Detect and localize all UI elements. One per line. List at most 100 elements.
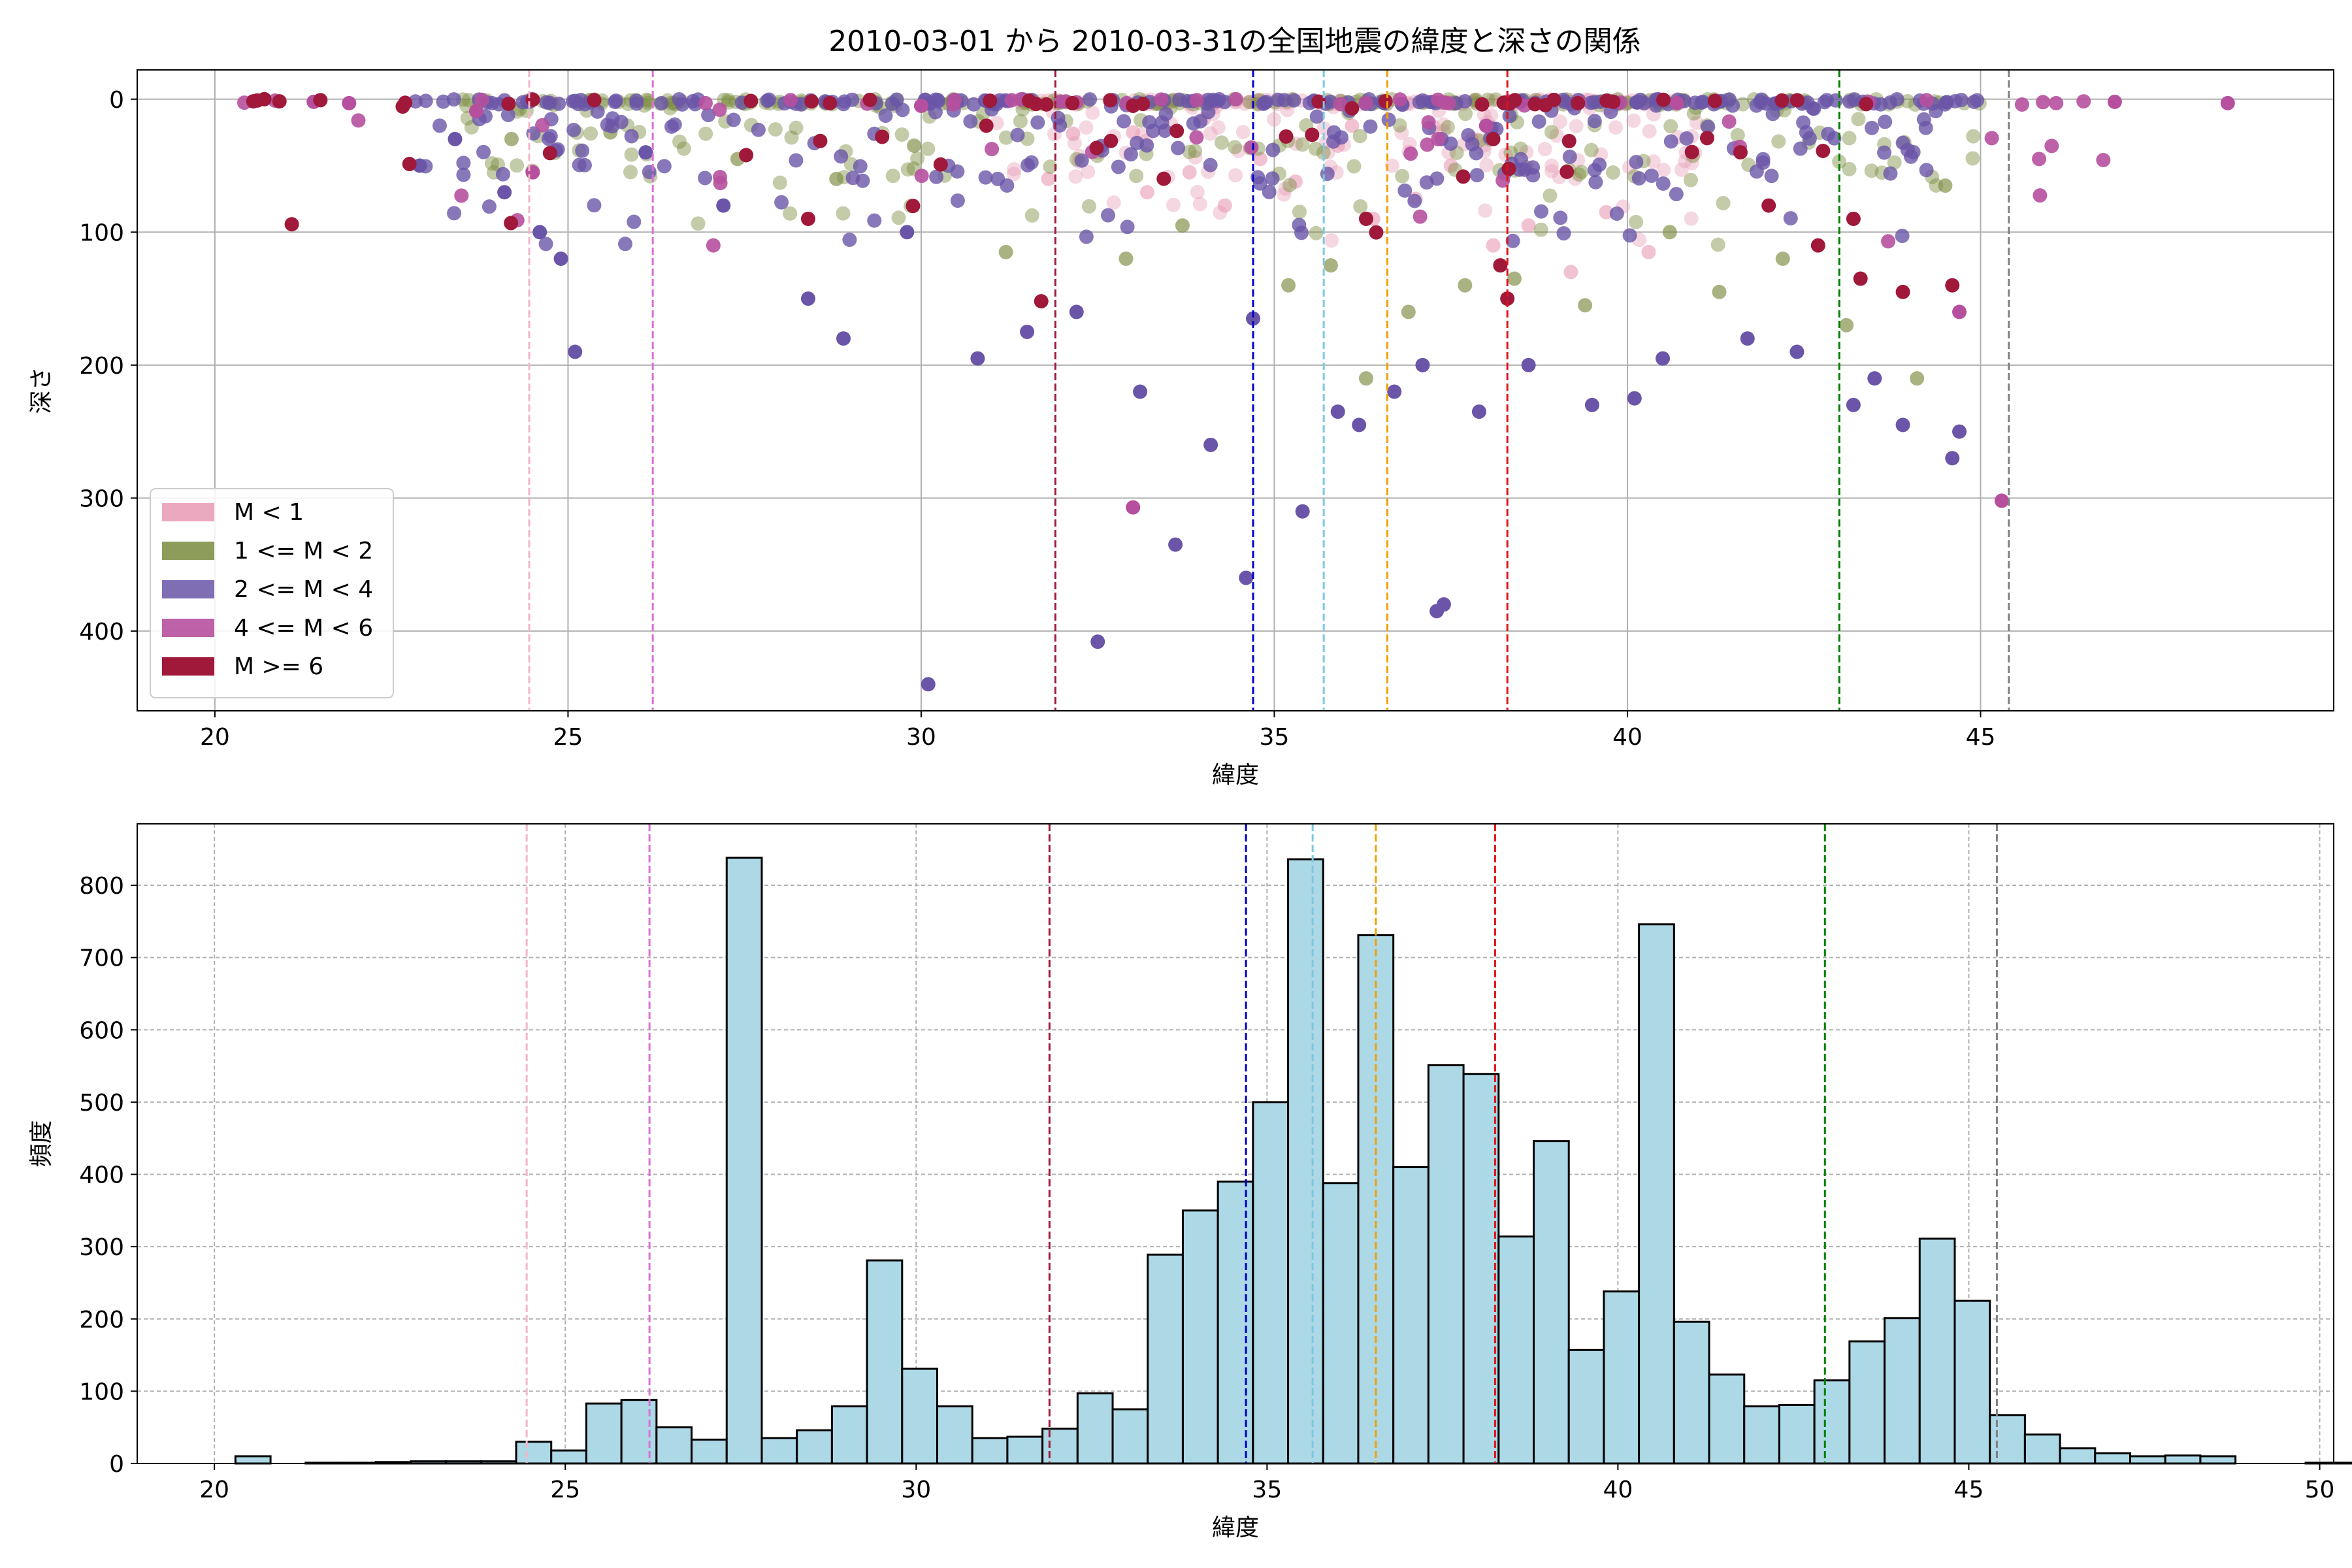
scatter-point: [1859, 97, 1874, 112]
scatter-point: [875, 129, 890, 144]
scatter-points: [237, 91, 2235, 692]
scatter-point: [978, 170, 993, 185]
scatter-point: [783, 206, 798, 221]
scatter-point: [1965, 151, 1980, 166]
scatter-point: [1867, 371, 1882, 386]
histogram-bar: [1076, 1392, 1114, 1465]
scatter-point: [1827, 131, 1842, 146]
scatter-point: [1774, 93, 1789, 108]
scatter-point: [1103, 133, 1119, 148]
scatter-point: [836, 97, 851, 112]
scatter-point: [1295, 504, 1310, 519]
scatter-point: [1562, 149, 1577, 164]
histogram-bar: [234, 1455, 272, 1465]
scatter-point: [538, 237, 553, 252]
scatter-point: [1609, 206, 1624, 221]
scatter-point: [1877, 145, 1892, 160]
scatter-point: [1203, 157, 1218, 172]
scatter-point: [1881, 234, 1896, 249]
scatter-point: [1546, 92, 1561, 107]
scatter-point: [1013, 114, 1028, 129]
scatter-point: [985, 142, 1000, 157]
scatter-point: [842, 232, 857, 247]
scatter-point: [1139, 185, 1154, 200]
scatter-point: [1440, 120, 1455, 135]
scatter-point: [1710, 237, 1725, 252]
scatter-point: [1895, 229, 1910, 244]
scatter-point: [1644, 168, 1659, 183]
scatter-point: [1043, 159, 1058, 174]
scatter-point: [2032, 152, 2047, 167]
scatter-point: [906, 199, 921, 214]
scatter-point: [1663, 134, 1678, 149]
histogram-bar: [901, 1367, 938, 1465]
scatter-point: [1832, 154, 1847, 169]
scatter-y-tick-label: 100: [79, 220, 124, 246]
scatter-point: [461, 93, 476, 108]
scatter-point: [1531, 114, 1546, 129]
scatter-point: [1622, 228, 1637, 243]
scatter-point: [1217, 94, 1232, 109]
scatter-point: [768, 122, 783, 137]
scatter-point: [1686, 106, 1701, 121]
histogram-bar: [2164, 1454, 2202, 1465]
histogram-x-tick-label: 20: [199, 1477, 229, 1503]
scatter-point: [1502, 96, 1517, 111]
scatter-point: [1244, 140, 1259, 155]
histogram-bar: [1848, 1340, 1886, 1465]
scatter-point: [885, 96, 900, 111]
scatter-point: [1436, 597, 1451, 612]
scatter-point: [627, 214, 642, 229]
scatter-point: [891, 210, 906, 225]
scatter-point: [1211, 120, 1226, 135]
scatter-point: [432, 118, 447, 133]
scatter-point: [1521, 218, 1536, 233]
scatter-point: [1278, 181, 1293, 196]
scatter-point: [617, 237, 632, 252]
scatter-point: [853, 159, 868, 174]
scatter-point: [1842, 161, 1857, 176]
scatter-x-tick-label: 45: [1966, 724, 1996, 751]
scatter-point: [1214, 135, 1229, 150]
scatter-x-ticks: 20 25 30 35 40 45: [200, 711, 1995, 751]
histogram-bar: [1884, 1317, 1921, 1465]
scatter-point: [1461, 127, 1476, 142]
scatter-point: [525, 165, 540, 180]
scatter-point: [1203, 126, 1218, 141]
scatter-point: [1478, 118, 1494, 133]
scatter-point: [1544, 164, 1560, 179]
scatter-point: [1771, 134, 1786, 149]
scatter-point: [1020, 324, 1035, 339]
scatter-point: [1500, 291, 1515, 306]
scatter-point: [829, 171, 844, 186]
legend-label: 4 <= M < 6: [234, 615, 373, 642]
scatter-point: [448, 131, 463, 146]
scatter-point: [1663, 119, 1678, 134]
scatter-series-5: [246, 91, 1960, 309]
scatter-point: [1034, 294, 1049, 309]
scatter-point: [1799, 125, 1814, 140]
scatter-point: [590, 104, 605, 119]
histogram-bar: [1111, 1408, 1149, 1465]
scatter-point: [1895, 417, 1910, 433]
scatter-point: [979, 118, 994, 133]
scatter-point: [1266, 142, 1281, 157]
scatter-point: [1764, 169, 1779, 184]
scatter-point: [500, 107, 515, 122]
histogram-y-tick-label: 300: [79, 1234, 124, 1261]
scatter-point: [641, 93, 656, 108]
scatter-point: [456, 155, 471, 171]
scatter-point: [1707, 93, 1722, 108]
scatter-point: [1810, 238, 1825, 253]
scatter-point: [1552, 114, 1567, 129]
scatter-point: [542, 146, 557, 161]
scatter-point: [1853, 271, 1868, 286]
histogram-bar: [725, 857, 763, 1465]
scatter-point: [1133, 384, 1148, 399]
scatter-point: [1024, 155, 1039, 170]
scatter-point: [743, 93, 759, 108]
scatter-point: [1431, 131, 1446, 146]
scatter-point: [1994, 493, 2009, 508]
scatter-point: [836, 206, 851, 221]
histogram-y-tick-label: 100: [79, 1379, 124, 1405]
